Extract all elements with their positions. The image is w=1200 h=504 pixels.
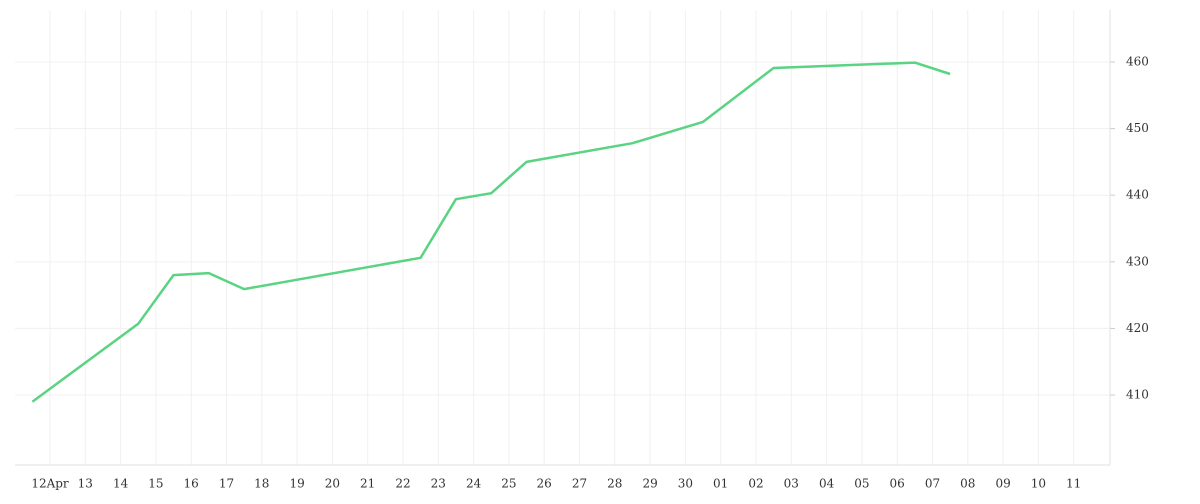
y-tick-label: 420 — [1126, 321, 1149, 335]
x-tick-label: 30 — [678, 477, 693, 491]
x-tick-label: 12Apr — [31, 477, 69, 491]
x-tick-label: 11 — [1066, 477, 1081, 491]
x-tick-label: 03 — [784, 477, 799, 491]
x-tick-label: 04 — [819, 477, 835, 491]
y-tick-label: 410 — [1126, 388, 1149, 402]
x-tick-label: 25 — [501, 477, 516, 491]
x-tick-label: 18 — [254, 477, 269, 491]
y-tick-label: 440 — [1126, 188, 1149, 202]
x-tick-label: 08 — [960, 477, 975, 491]
x-tick-label: 15 — [148, 477, 163, 491]
x-tick-label: 29 — [642, 477, 657, 491]
y-tick-label: 430 — [1126, 254, 1149, 268]
x-tick-label: 22 — [395, 477, 410, 491]
x-tick-label: 09 — [995, 477, 1010, 491]
x-tick-label: 01 — [713, 477, 728, 491]
x-tick-label: 13 — [78, 477, 93, 491]
x-tick-label: 06 — [890, 477, 905, 491]
x-tick-label: 27 — [572, 477, 587, 491]
x-tick-label: 19 — [289, 477, 304, 491]
x-tick-label: 05 — [854, 477, 869, 491]
y-tick-label: 450 — [1126, 121, 1149, 135]
x-tick-label: 17 — [219, 477, 234, 491]
x-tick-label: 10 — [1031, 477, 1046, 491]
x-tick-label: 02 — [748, 477, 763, 491]
x-tick-label: 16 — [184, 477, 199, 491]
x-tick-label: 23 — [431, 477, 446, 491]
x-tick-label: 24 — [466, 477, 482, 491]
y-tick-label: 460 — [1126, 54, 1149, 68]
x-tick-label: 21 — [360, 477, 375, 491]
x-tick-label: 14 — [113, 477, 129, 491]
line-series — [31, 61, 951, 403]
x-tick-label: 07 — [925, 477, 940, 491]
x-tick-label: 20 — [325, 477, 340, 491]
x-tick-label: 28 — [607, 477, 622, 491]
x-tick-label: 26 — [537, 477, 552, 491]
